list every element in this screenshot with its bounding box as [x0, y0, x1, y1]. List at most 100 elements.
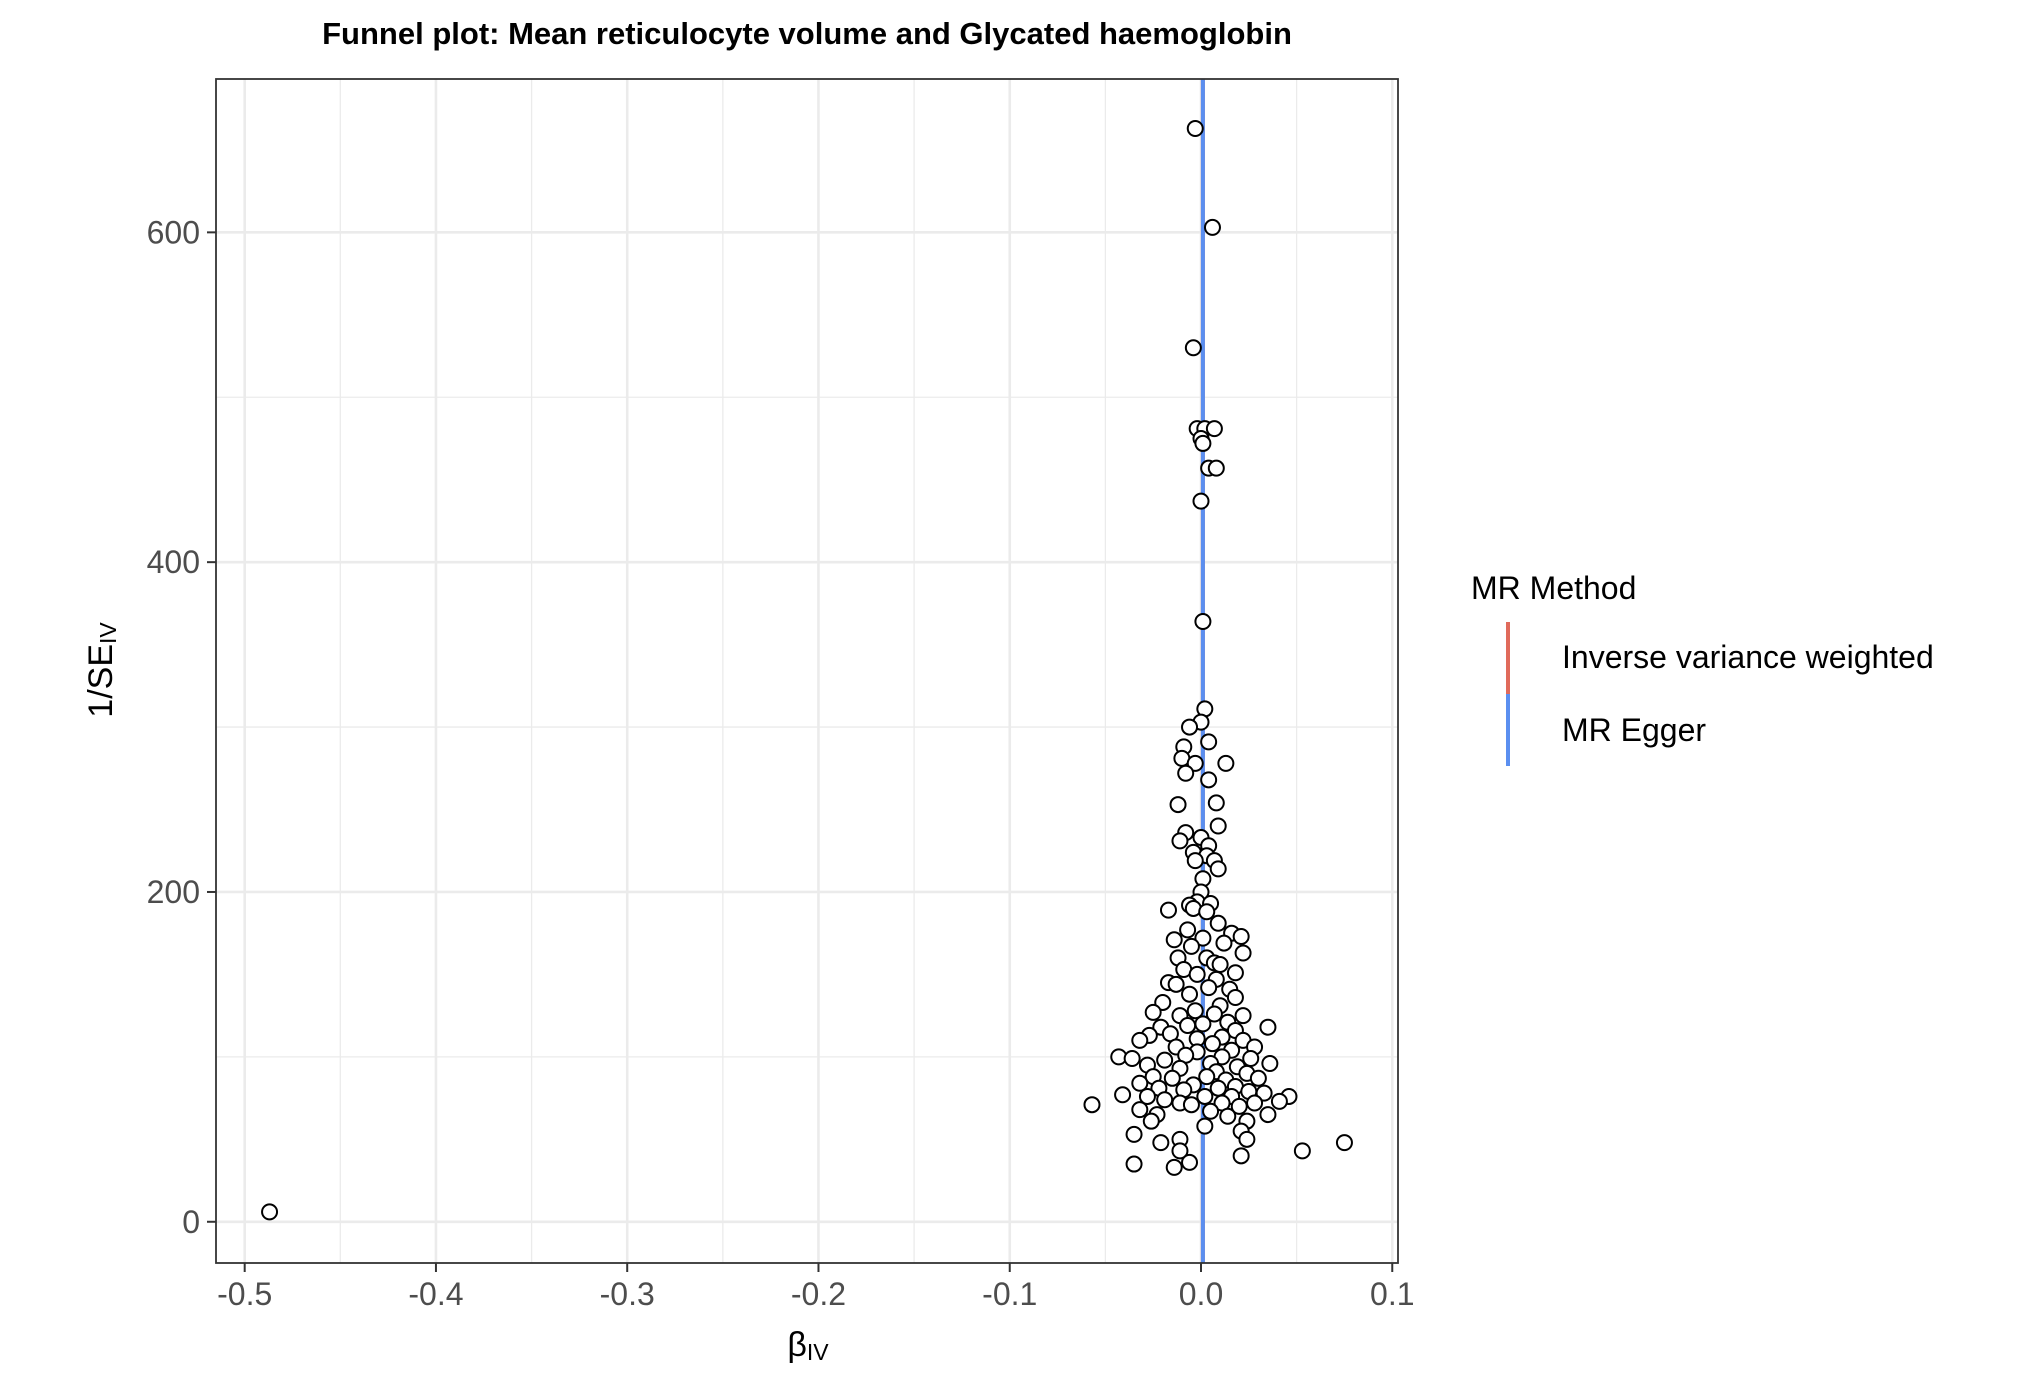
- data-point: [1211, 956, 1229, 974]
- data-point: [1215, 934, 1233, 952]
- data-point: [1165, 1158, 1183, 1176]
- data-point: [1203, 1035, 1221, 1053]
- x-tick-label: -0.3: [600, 1276, 655, 1312]
- data-point: [261, 1203, 279, 1221]
- x-tick-label: -0.5: [217, 1276, 272, 1312]
- legend-title: MR Method: [1471, 570, 1636, 606]
- x-tick-label: 0.1: [1370, 1276, 1414, 1312]
- data-point: [1186, 119, 1204, 137]
- data-point: [1219, 1107, 1237, 1125]
- data-point: [1209, 1079, 1227, 1097]
- data-point: [1169, 796, 1187, 814]
- data-point: [1163, 1069, 1181, 1087]
- data-point: [1242, 1050, 1260, 1068]
- data-point: [1156, 1051, 1174, 1069]
- y-tick-label: 200: [147, 874, 200, 910]
- x-axis-title: βIV: [787, 1326, 829, 1365]
- data-point: [1181, 1153, 1199, 1171]
- data-point: [1209, 914, 1227, 932]
- grid: [216, 79, 1398, 1263]
- data-point: [1335, 1134, 1353, 1152]
- data-point: [1209, 817, 1227, 835]
- data-point: [1167, 975, 1185, 993]
- data-point: [1188, 965, 1206, 983]
- data-point: [1207, 459, 1225, 477]
- data-point: [1230, 1097, 1248, 1115]
- y-tick-label: 600: [147, 214, 200, 250]
- legend-entry-ivw: Inverse variance weighted: [1506, 622, 1934, 694]
- y-axis-title-subscript: IV: [95, 622, 121, 644]
- y-axis: 0 200 400 600: [147, 214, 216, 1240]
- data-point: [1181, 985, 1199, 1003]
- data-point: [1202, 1102, 1220, 1120]
- data-point: [1270, 1092, 1288, 1110]
- legend: MR Method Inverse variance weighted MR E…: [1471, 570, 1934, 766]
- data-point: [1200, 733, 1218, 751]
- data-point: [1232, 927, 1250, 945]
- data-point: [1125, 1155, 1143, 1173]
- data-point: [1114, 1086, 1132, 1104]
- data-point: [1232, 1147, 1250, 1165]
- data-point: [1238, 1130, 1256, 1148]
- data-point: [1165, 931, 1183, 949]
- data-point: [1159, 901, 1177, 919]
- data-point: [1186, 1002, 1204, 1020]
- data-point: [1171, 1142, 1189, 1160]
- data-point: [1207, 794, 1225, 812]
- y-tick-label: 400: [147, 544, 200, 580]
- x-axis-title-main: β: [787, 1326, 807, 1364]
- data-point: [1194, 434, 1212, 452]
- data-point: [1138, 1087, 1156, 1105]
- data-points: [261, 119, 1353, 1221]
- data-point: [1226, 964, 1244, 982]
- data-point: [1144, 1003, 1162, 1021]
- data-point: [1234, 1007, 1252, 1025]
- data-point: [1186, 852, 1204, 870]
- chart-title: Funnel plot: Mean reticulocyte volume an…: [322, 16, 1292, 51]
- y-axis-title-main: 1/SE: [82, 644, 120, 718]
- data-point: [1142, 1112, 1160, 1130]
- data-point: [1246, 1094, 1264, 1112]
- data-point: [1200, 979, 1218, 997]
- x-tick-label: -0.4: [408, 1276, 463, 1312]
- y-axis-title: 1/SEIV: [82, 622, 121, 718]
- data-point: [1293, 1142, 1311, 1160]
- plot-frame: [215, 78, 1399, 1264]
- y-tick-label: 0: [182, 1204, 200, 1240]
- x-axis-title-subscript: IV: [807, 1339, 829, 1365]
- data-point: [1177, 764, 1195, 782]
- x-tick-label: -0.2: [791, 1276, 846, 1312]
- data-point: [1196, 1087, 1214, 1105]
- data-point: [1179, 1017, 1197, 1035]
- data-point: [1249, 1069, 1267, 1087]
- data-point: [1181, 718, 1199, 736]
- x-tick-label: 0.0: [1179, 1276, 1223, 1312]
- data-point: [1205, 1005, 1223, 1023]
- legend-label-ivw: Inverse variance weighted: [1562, 639, 1934, 675]
- data-point: [1184, 339, 1202, 357]
- data-point: [1203, 218, 1221, 236]
- legend-entry-egger: MR Egger: [1506, 694, 1706, 766]
- data-point: [1205, 420, 1223, 438]
- legend-label-egger: MR Egger: [1562, 712, 1706, 748]
- data-point: [1131, 1101, 1149, 1119]
- data-point: [1171, 832, 1189, 850]
- data-point: [1152, 1134, 1170, 1152]
- data-point: [1259, 1018, 1277, 1036]
- data-point: [1261, 1054, 1279, 1072]
- data-point: [1083, 1096, 1101, 1114]
- data-point: [1198, 903, 1216, 921]
- data-point: [1192, 492, 1210, 510]
- data-point: [1259, 1106, 1277, 1124]
- data-point: [1234, 944, 1252, 962]
- data-point: [1200, 771, 1218, 789]
- data-point: [1196, 1117, 1214, 1135]
- data-point: [1182, 937, 1200, 955]
- data-point: [1194, 613, 1212, 631]
- data-point: [1194, 1015, 1212, 1033]
- data-point: [1179, 921, 1197, 939]
- data-point: [1156, 1091, 1174, 1109]
- data-point: [1123, 1050, 1141, 1068]
- data-point: [1226, 989, 1244, 1007]
